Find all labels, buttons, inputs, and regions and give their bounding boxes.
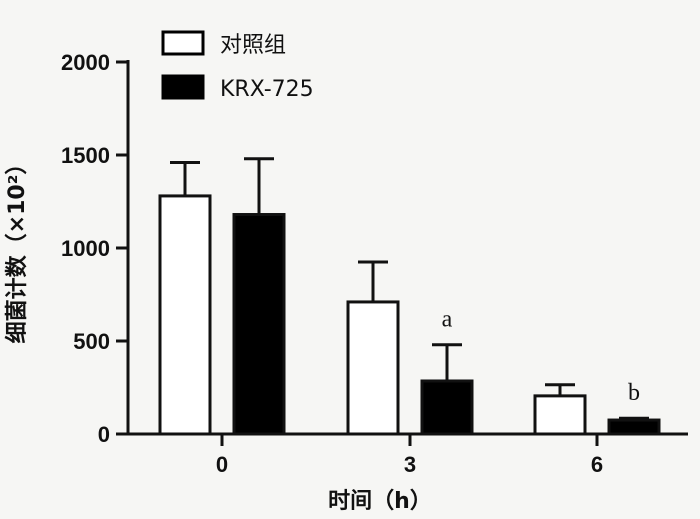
- y-tick-label: 2000: [61, 50, 110, 75]
- significance-label: b: [628, 380, 640, 406]
- bar: [346, 300, 400, 436]
- y-tick-label: 1500: [61, 143, 110, 168]
- y-tick-label: 1000: [61, 236, 110, 261]
- x-tick-label: 3: [404, 452, 416, 477]
- x-tick-label: 0: [216, 452, 228, 477]
- bar: [158, 194, 212, 436]
- bar: [607, 418, 661, 436]
- y-tick-label: 500: [73, 329, 110, 354]
- legend-label-krx725: KRX-725: [220, 77, 314, 102]
- legend-label-control: 对照组: [220, 33, 286, 58]
- x-tick-label: 6: [591, 452, 603, 477]
- bar: [533, 394, 587, 436]
- bar: [420, 379, 474, 436]
- bars: [158, 157, 661, 436]
- y-tick-label: 0: [98, 422, 110, 447]
- x-axis-title: 时间（h）: [328, 489, 432, 514]
- y-axis-title: 细菌计数（×10²）: [4, 153, 30, 344]
- bar: [232, 213, 286, 436]
- axes: 0 500 1000 1500 2000 0 3 6: [61, 50, 688, 477]
- significance-label: a: [442, 307, 453, 333]
- legend-swatch-control: [161, 30, 205, 56]
- legend: 对照组 KRX-725: [161, 30, 314, 102]
- legend-swatch-krx725: [161, 74, 205, 100]
- labels: 时间（h） 细菌计数（×10²） a b: [4, 153, 640, 514]
